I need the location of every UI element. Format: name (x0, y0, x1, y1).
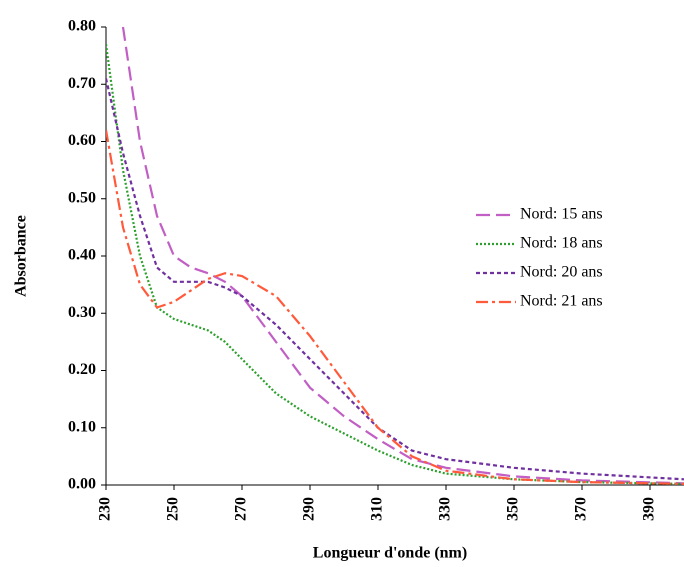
x-tick-label: 290 (301, 497, 318, 521)
x-tick-label: 390 (641, 497, 658, 521)
legend-label: Nord: 21 ans (520, 293, 603, 310)
y-tick-label: 0.60 (68, 132, 96, 149)
y-tick-label: 0.50 (68, 189, 96, 206)
x-tick-label: 350 (505, 497, 522, 521)
y-tick-label: 0.40 (68, 247, 96, 264)
y-tick-label: 0.20 (68, 361, 96, 378)
y-tick-label: 0.00 (68, 476, 96, 493)
series-line (106, 129, 684, 485)
y-tick-label: 0.30 (68, 304, 96, 321)
y-tick-label: 0.70 (68, 75, 96, 92)
x-tick-label: 370 (573, 497, 590, 521)
x-tick-label: 270 (233, 497, 250, 521)
y-tick-label: 0.80 (68, 18, 96, 35)
series-line (121, 27, 684, 485)
x-tick-label: 250 (165, 497, 182, 521)
legend-label: Nord: 18 ans (520, 235, 603, 252)
x-axis-label: Longueur d'onde (nm) (313, 545, 467, 562)
legend-label: Nord: 15 ans (520, 206, 603, 223)
x-tick-label: 310 (369, 497, 386, 521)
x-tick-label: 330 (437, 497, 454, 521)
y-tick-label: 0.10 (68, 418, 96, 435)
x-tick-label: 230 (97, 497, 114, 521)
legend-label: Nord: 20 ans (520, 264, 603, 281)
series-line (106, 78, 684, 481)
y-axis-label: Absorbance (13, 215, 30, 297)
